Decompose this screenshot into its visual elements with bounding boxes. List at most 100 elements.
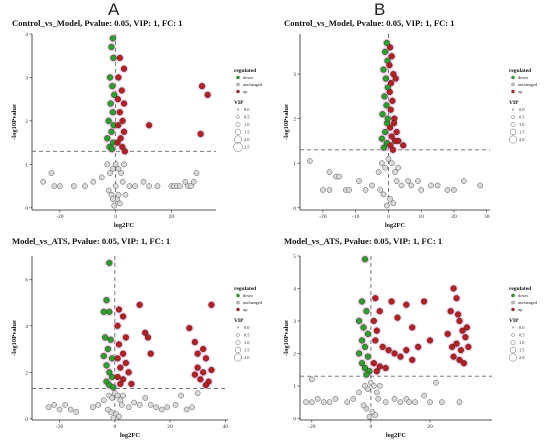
legend-regulated-unchanged: unchanged: [243, 300, 263, 305]
point-up: [453, 295, 460, 302]
legend-regulated-swatch: [511, 293, 515, 298]
point-down: [361, 256, 369, 263]
point-up: [115, 341, 123, 348]
legend-vip-level: 0.0: [519, 325, 525, 330]
point-unchanged: [121, 161, 127, 168]
point-up: [116, 54, 123, 62]
point-unchanged: [320, 399, 327, 405]
point-up: [390, 120, 398, 127]
point-unchanged: [320, 187, 326, 193]
legend-regulated-down: down: [518, 75, 529, 80]
point-down: [103, 297, 110, 304]
point-unchanged: [82, 183, 88, 189]
point-up: [454, 311, 462, 318]
point-up: [386, 88, 393, 96]
x-tick-label: -20: [56, 424, 64, 430]
point-up: [208, 301, 215, 308]
point-unchanged: [119, 178, 126, 185]
point-up: [447, 308, 454, 315]
point-up: [462, 334, 469, 341]
x-tick-label: -10: [352, 214, 360, 220]
point-unchanged: [456, 399, 463, 405]
point-down: [384, 115, 391, 122]
x-tick-label: 10: [418, 214, 424, 220]
point-unchanged: [189, 404, 195, 411]
point-unchanged: [370, 383, 377, 389]
point-unchanged: [125, 404, 132, 411]
point-unchanged: [405, 178, 411, 184]
point-down: [103, 362, 110, 369]
point-unchanged: [122, 191, 129, 198]
legend-vip-swatch: [233, 142, 243, 152]
point-up: [387, 106, 394, 113]
plot-title: Model_vs_ATS, Pvalue: 0.05, VIP: 1, FC: …: [12, 236, 170, 246]
point-up: [403, 301, 410, 308]
point-unchanged: [379, 160, 385, 167]
point-down: [100, 308, 107, 315]
point-up: [128, 380, 135, 388]
y-tick-label: 0: [25, 417, 28, 423]
point-up: [420, 298, 428, 305]
point-unchanged: [131, 399, 137, 406]
y-axis-label: -log10Pvalue: [11, 320, 18, 356]
point-unchanged: [117, 397, 124, 404]
point-down: [107, 336, 114, 343]
point-up: [444, 330, 451, 338]
point-down: [102, 334, 109, 341]
y-tick-label: 2: [293, 117, 296, 123]
point-unchanged: [110, 414, 117, 421]
legend-regulated-swatch: [236, 300, 240, 305]
point-unchanged: [438, 399, 445, 405]
legend-vip-level: 0.0: [244, 107, 250, 112]
legend-vip-level: 1.5: [519, 130, 525, 135]
y-tick-label: 2: [25, 370, 28, 376]
legend-vip-swatch: [510, 340, 516, 345]
point-unchanged: [116, 413, 122, 420]
y-tick-label: 3: [25, 75, 28, 81]
point-unchanged: [51, 402, 57, 408]
point-up: [117, 135, 124, 142]
point-up: [379, 343, 386, 351]
point-unchanged: [57, 183, 63, 189]
point-unchanged: [105, 406, 111, 413]
point-up: [198, 83, 206, 90]
legend-vip-title: VIP: [234, 100, 244, 106]
volcano-plot-1: Control_vs_Model, Pvalue: 0.05, VIP: 1, …: [11, 18, 263, 229]
x-tick-label: 40: [222, 424, 228, 430]
legend-regulated-title: regulated: [234, 286, 256, 292]
legend-regulated-unchanged: unchanged: [518, 82, 538, 87]
points-group: [45, 258, 216, 421]
point-up: [392, 75, 399, 82]
point-unchanged: [306, 158, 313, 164]
point-unchanged: [433, 379, 439, 386]
point-unchanged: [421, 392, 427, 399]
point-unchanged: [336, 173, 343, 180]
point-down: [355, 317, 363, 325]
point-up: [372, 295, 379, 302]
point-unchanged: [109, 395, 115, 401]
point-unchanged: [415, 178, 421, 184]
point-unchanged: [89, 404, 96, 411]
point-down: [382, 128, 389, 136]
point-unchanged: [412, 399, 419, 405]
x-tick-label: -20: [56, 214, 64, 220]
legend-vip-swatch: [511, 333, 515, 337]
point-up: [208, 366, 215, 374]
point-unchanged: [105, 187, 112, 194]
point-up: [395, 137, 402, 145]
point-up: [450, 353, 457, 360]
point-unchanged: [116, 200, 123, 207]
point-unchanged: [356, 178, 362, 184]
legend-vip-level: 2.0: [519, 355, 525, 360]
y-axis-label: -log10Pvalue: [283, 320, 290, 356]
legend-vip-title: VIP: [234, 318, 244, 324]
legend-vip-level: 1.0: [244, 340, 250, 345]
point-unchanged: [428, 182, 434, 189]
point-unchanged: [365, 386, 371, 392]
point-up: [122, 359, 129, 367]
point-up: [194, 364, 201, 371]
legend-regulated-swatch: [511, 307, 515, 312]
point-up: [121, 148, 128, 155]
